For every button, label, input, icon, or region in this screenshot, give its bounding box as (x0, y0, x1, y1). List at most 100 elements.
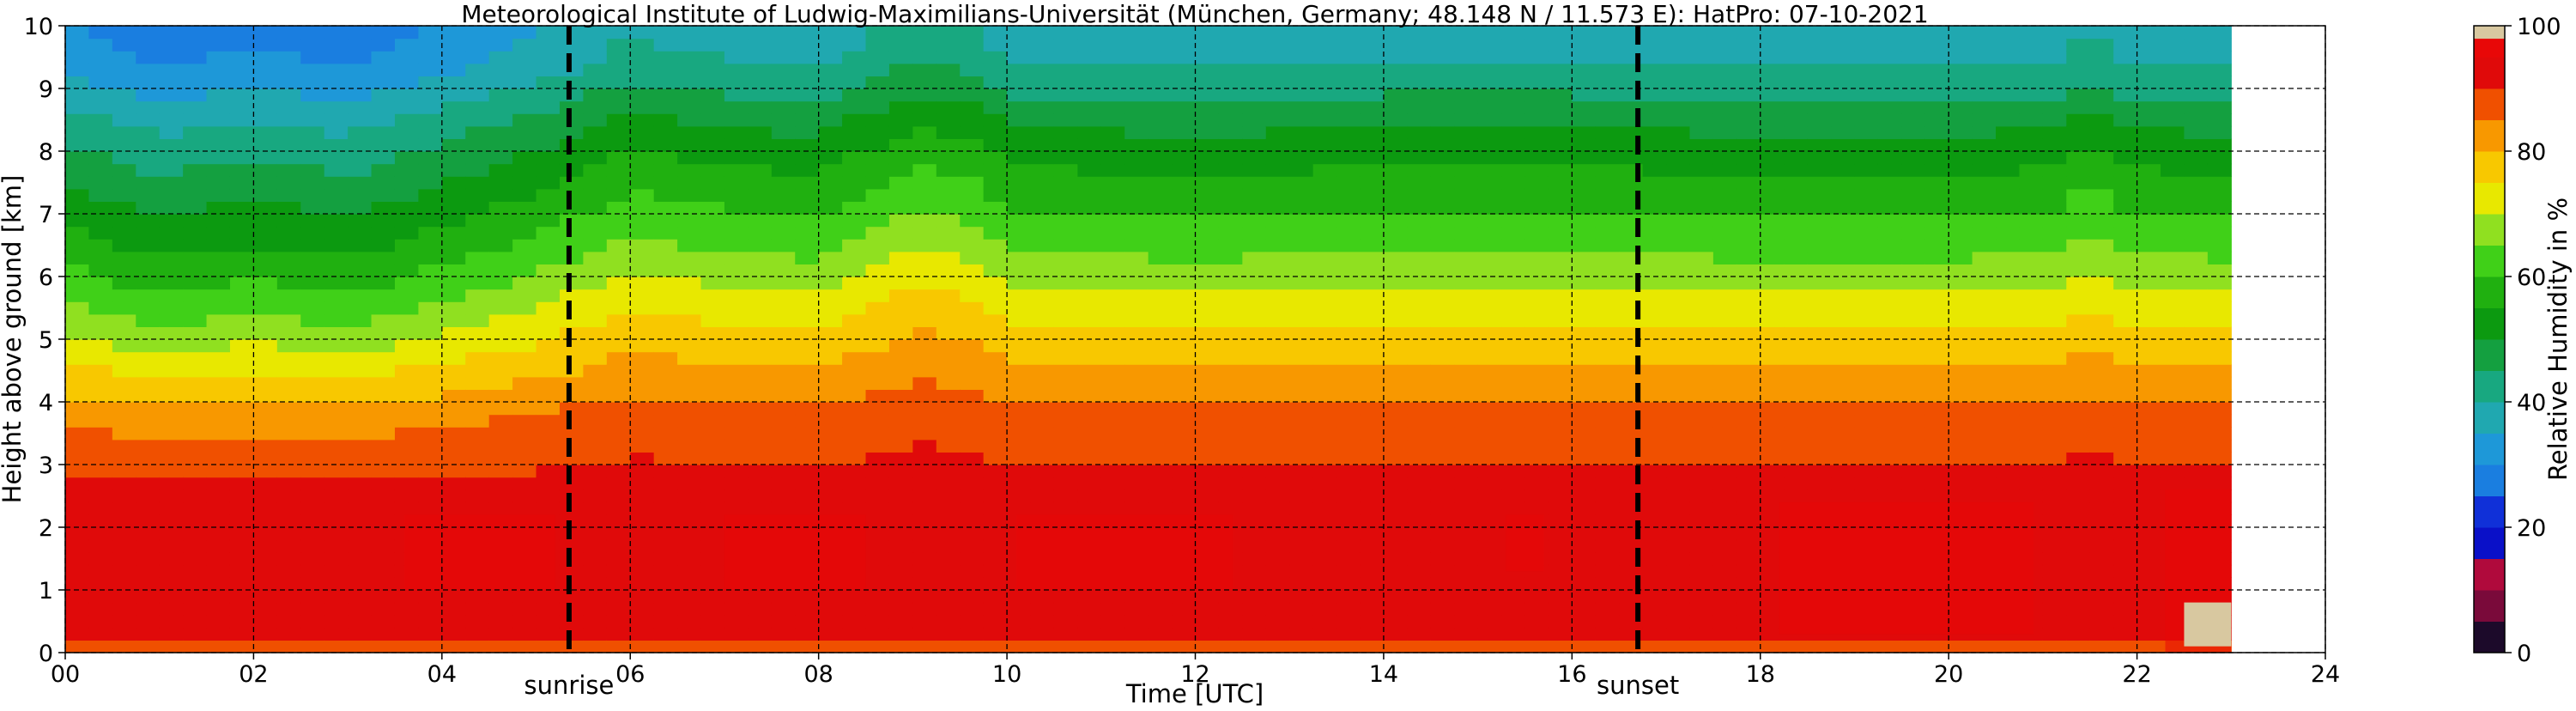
heatmap-cell (1548, 514, 1573, 528)
heatmap-cell (488, 389, 513, 403)
heatmap-cell (1877, 640, 1902, 653)
heatmap-cell (1524, 226, 1549, 240)
heatmap-cell (1124, 138, 1149, 152)
heatmap-cell (1077, 276, 1102, 290)
colorbar-segment (2474, 182, 2505, 215)
heatmap-cell (2066, 640, 2091, 653)
heatmap-cell (112, 602, 136, 616)
heatmap-cell (1407, 138, 1432, 152)
heatmap-cell (300, 376, 325, 390)
heatmap-cell (2089, 113, 2114, 127)
heatmap-cell (630, 640, 655, 653)
heatmap-cell (960, 376, 985, 390)
heatmap-cell (418, 38, 443, 52)
heatmap-cell (1030, 138, 1055, 152)
heatmap-cell (1712, 301, 1737, 315)
heatmap-cell (1807, 364, 1832, 378)
heatmap-cell (1336, 364, 1361, 378)
heatmap-cell (1407, 226, 1432, 240)
heatmap-cell (371, 239, 396, 252)
heatmap-cell (1666, 326, 1691, 340)
heatmap-cell (1642, 339, 1667, 353)
heatmap-cell (583, 188, 608, 202)
heatmap-cell (1477, 100, 1502, 114)
heatmap-cell (936, 100, 961, 114)
heatmap-cell (1312, 527, 1337, 541)
heatmap-cell (2089, 564, 2114, 578)
heatmap-cell (1265, 615, 1290, 629)
heatmap-cell (2066, 339, 2091, 353)
heatmap-cell (1595, 125, 1620, 139)
heatmap-cell (2161, 427, 2185, 441)
heatmap-cell (1548, 313, 1573, 327)
heatmap-cell (1195, 239, 1220, 252)
heatmap-cell (1383, 539, 1408, 553)
heatmap-cell (253, 176, 278, 190)
heatmap-cell (983, 125, 1008, 139)
heatmap-cell (1784, 264, 1809, 277)
heatmap-cell (1100, 76, 1125, 89)
heatmap-cell (653, 100, 678, 114)
heatmap-cell (1007, 76, 1032, 89)
heatmap-cell (488, 188, 513, 202)
heatmap-cell (1030, 100, 1055, 114)
heatmap-cell (324, 214, 349, 228)
heatmap-cell (771, 339, 796, 353)
heatmap-cell (1289, 501, 1314, 515)
heatmap-cell (1172, 176, 1197, 190)
heatmap-cell (1877, 477, 1902, 490)
heatmap-cell (394, 100, 420, 114)
heatmap-cell (1454, 251, 1479, 264)
heatmap-cell (748, 76, 773, 89)
heatmap-cell (276, 313, 301, 327)
heatmap-cell (653, 301, 678, 315)
heatmap-cell (1737, 439, 1761, 453)
heatmap-cell (912, 627, 937, 641)
heatmap-cell (441, 477, 466, 490)
heatmap-cell (1642, 251, 1667, 264)
heatmap-cell (748, 251, 773, 264)
heatmap-cell (1572, 501, 1597, 515)
heatmap-cell (960, 627, 985, 641)
heatmap-cell (418, 201, 443, 215)
heatmap-cell (1689, 201, 1714, 215)
heatmap-cell (700, 427, 725, 441)
heatmap-cell (1524, 88, 1549, 102)
heatmap-cell (2161, 151, 2185, 165)
heatmap-cell (983, 590, 1008, 604)
heatmap-cell (1265, 527, 1290, 541)
heatmap-cell (253, 501, 278, 515)
heatmap-cell (1195, 452, 1220, 465)
x-tick-label: 22 (2122, 661, 2151, 688)
heatmap-cell (1854, 63, 1879, 76)
heatmap-cell (1218, 151, 1243, 165)
heatmap-cell (488, 427, 513, 441)
heatmap-cell (818, 389, 843, 403)
heatmap-cell (112, 414, 136, 428)
heatmap-cell (630, 351, 655, 365)
heatmap-cell (1642, 402, 1667, 416)
heatmap-cell (1430, 477, 1455, 490)
heatmap-cell (206, 514, 231, 528)
heatmap-cell (1524, 51, 1549, 64)
colorbar-tick-label: 0 (2517, 641, 2531, 667)
heatmap-cell (1477, 138, 1502, 152)
heatmap-cell (1760, 414, 1785, 428)
heatmap-cell (1454, 38, 1479, 52)
heatmap-cell (2019, 38, 2044, 52)
heatmap-cell (65, 239, 90, 252)
heatmap-cell (1430, 577, 1455, 591)
heatmap-cell (1312, 100, 1337, 114)
heatmap-cell (677, 376, 702, 390)
heatmap-cell (1831, 239, 1856, 252)
heatmap-cell (1924, 289, 1949, 302)
heatmap-cell (912, 264, 937, 277)
heatmap-cell (159, 26, 184, 40)
heatmap-cell (865, 364, 890, 378)
heatmap-cell (795, 376, 820, 390)
heatmap-cell (1572, 477, 1597, 490)
heatmap-cell (1242, 602, 1267, 616)
heatmap-cell (1996, 640, 2021, 653)
heatmap-cell (1100, 590, 1125, 604)
heatmap-cell (2089, 627, 2114, 641)
